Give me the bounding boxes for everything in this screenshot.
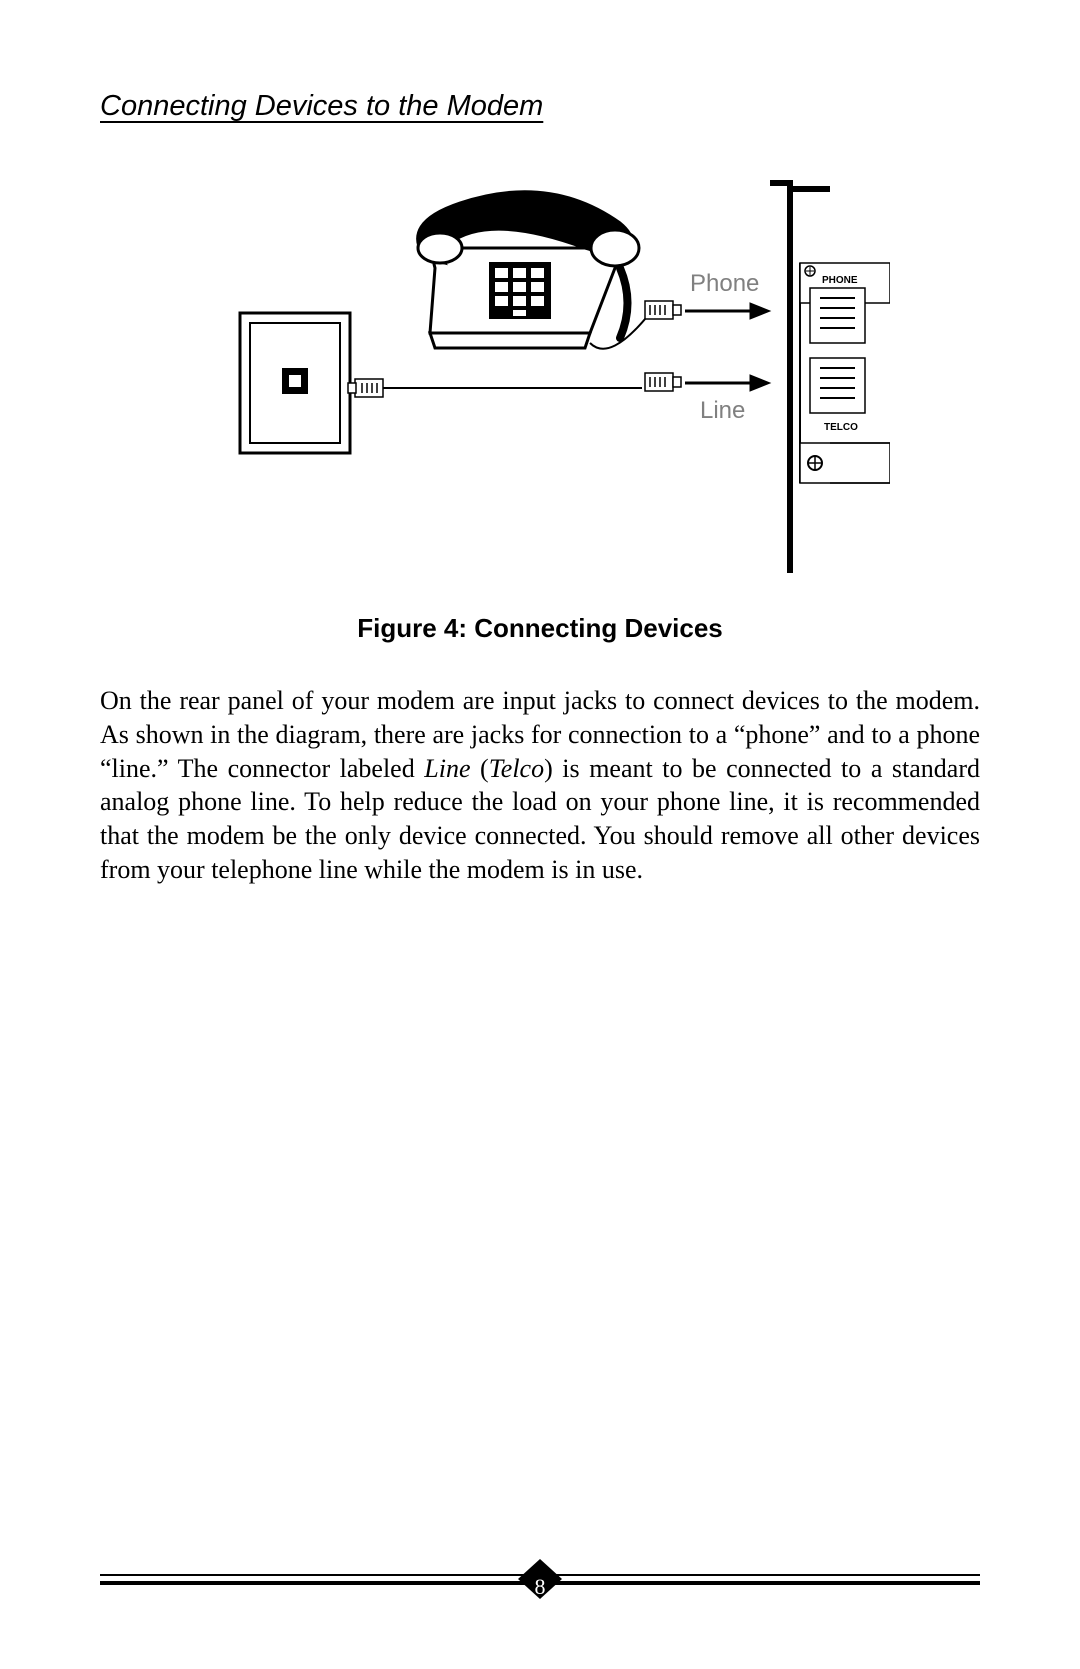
port-label-phone: PHONE [822,275,858,286]
label-line-arrow: Line [700,397,745,424]
page-number: 8 [0,1574,1080,1600]
body-text-italic: Line [424,754,470,783]
label-phone-arrow: Phone [690,270,759,297]
section-header: Connecting Devices to the Modem [100,90,980,123]
body-paragraph: On the rear panel of your modem are inpu… [100,684,980,887]
page: Connecting Devices to the Modem [0,0,1080,1669]
body-text-run: ( [471,754,489,783]
body-text-italic: Telco [489,754,544,783]
figure-diagram: Phone Line PHONE TELCO [190,163,890,583]
port-label-telco: TELCO [824,422,858,433]
figure-caption: Figure 4: Connecting Devices [100,613,980,644]
